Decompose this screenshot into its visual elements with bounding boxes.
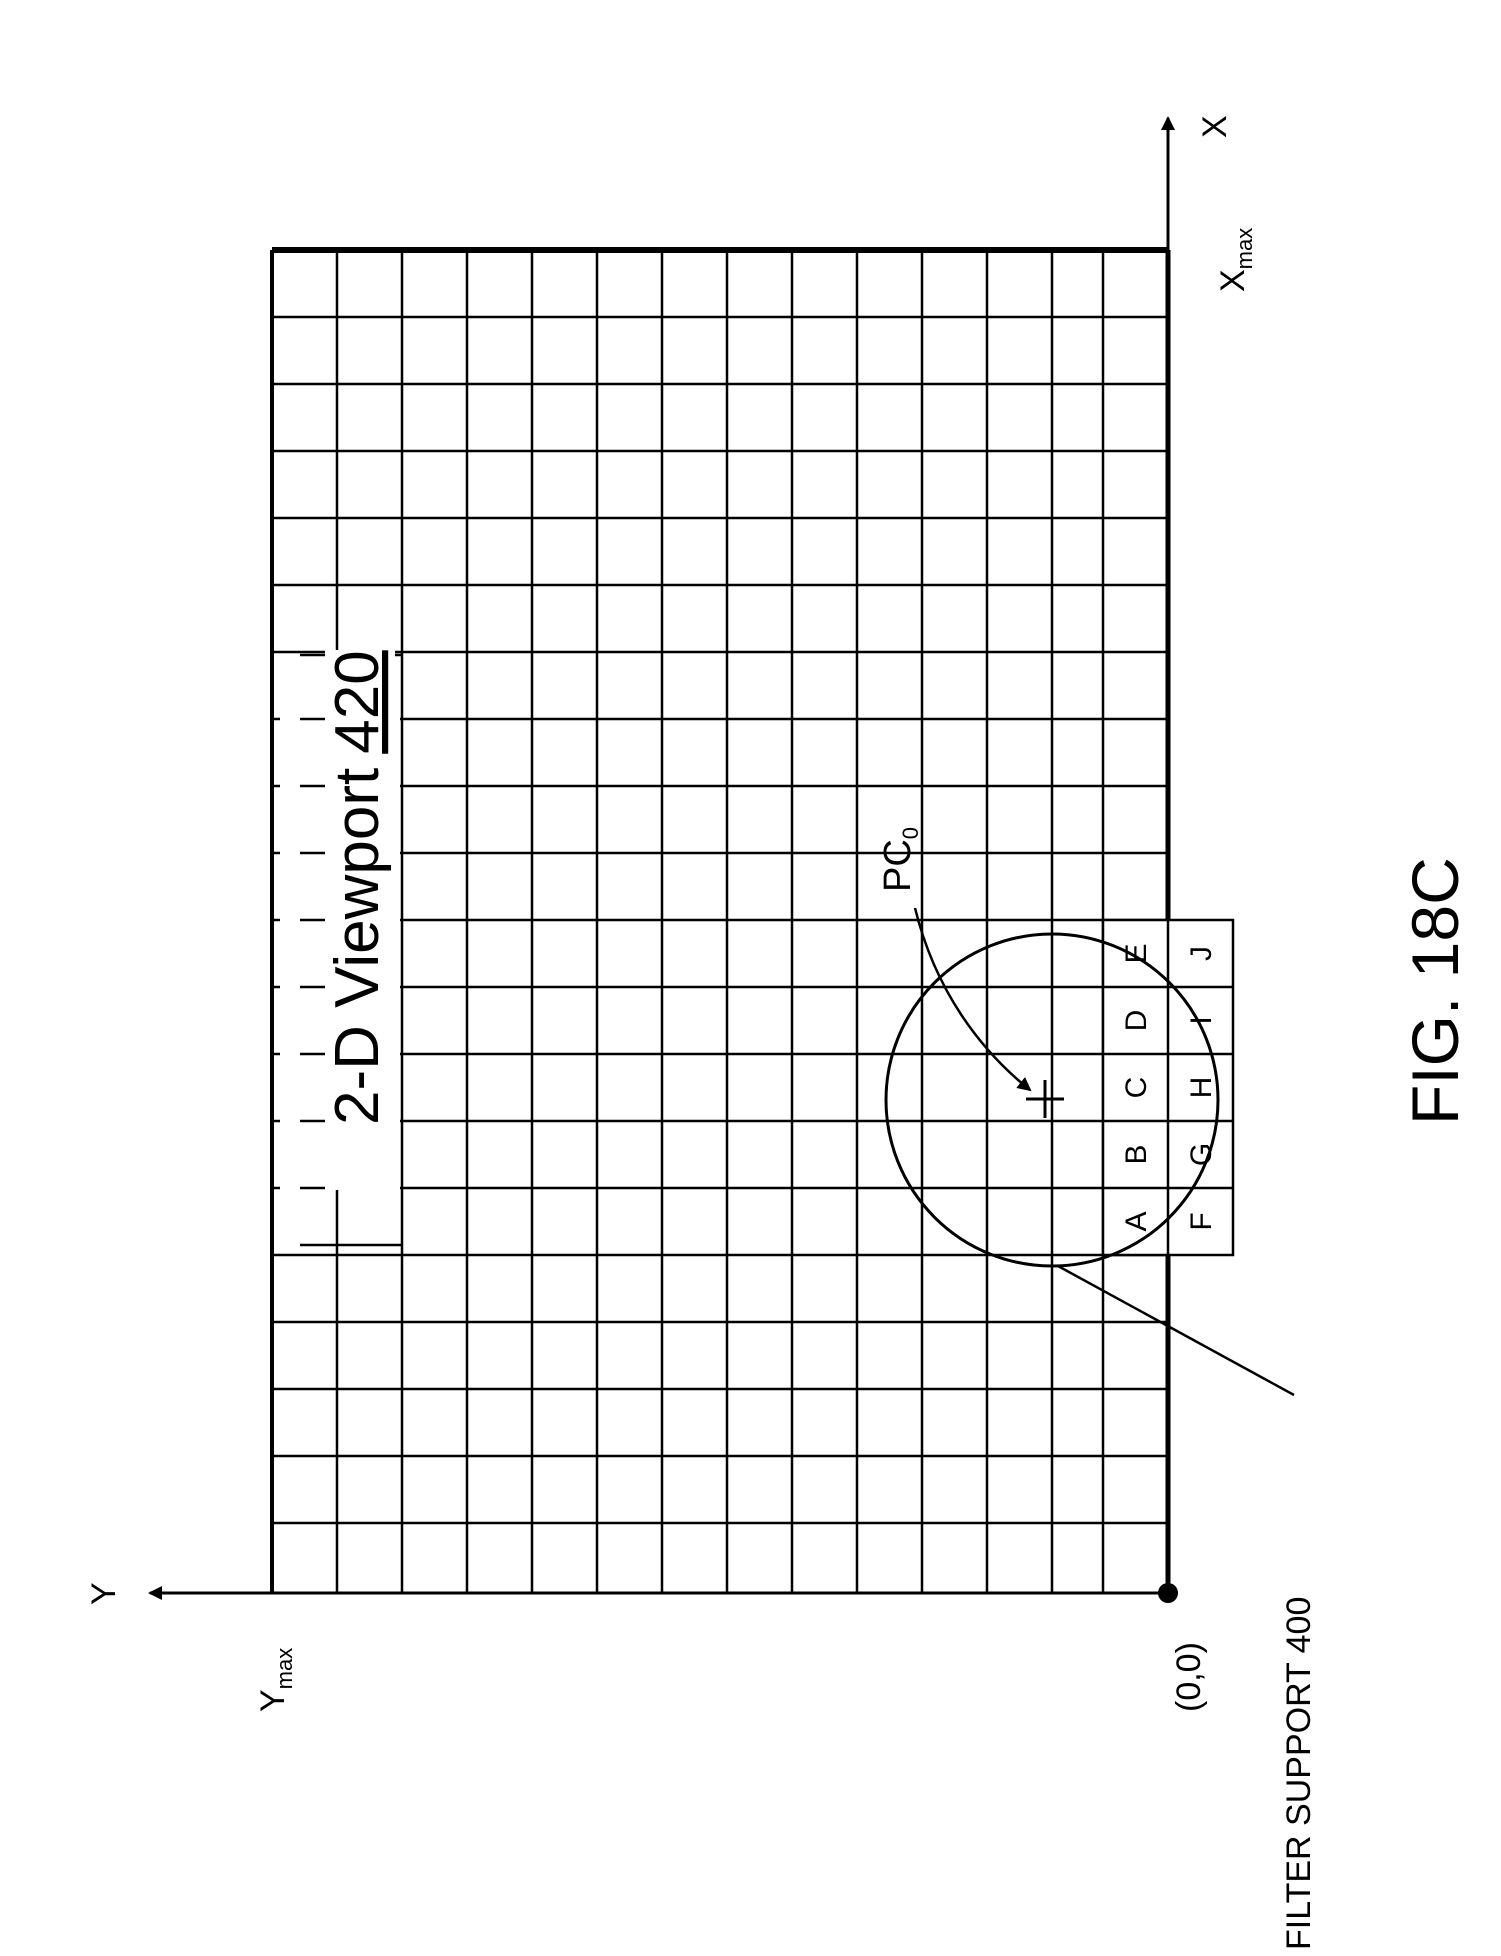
origin-dot: [1158, 1583, 1178, 1603]
pc-leader-arrow: [915, 908, 1030, 1090]
sample-cell-label: H: [1185, 1077, 1218, 1099]
pixel-center-marker: [1026, 1080, 1064, 1118]
xmax-label: Xmax: [1214, 228, 1257, 292]
ymax-label: Ymax: [254, 1648, 297, 1712]
pc-label: PC0: [877, 827, 923, 892]
x-axis-label: X: [1196, 115, 1234, 138]
sample-cell-label: E: [1120, 943, 1153, 963]
origin-label: (0,0): [1170, 1642, 1208, 1712]
filter-support-label: FILTER SUPPORT 400: [1280, 1597, 1318, 1950]
pixel-grid: [272, 250, 1168, 1593]
sample-cell-block: A B C D E F G H I J: [1103, 920, 1233, 1255]
filter-support-leader: [1058, 1266, 1294, 1395]
sample-cell-label: D: [1120, 1010, 1153, 1032]
viewport-label: 2-D Viewport420: [323, 650, 392, 1125]
sample-cell-label: J: [1185, 946, 1218, 961]
sample-cell-label: A: [1120, 1211, 1153, 1231]
sample-cell-label: F: [1185, 1212, 1218, 1230]
figure-title: FIG. 18C: [1398, 857, 1472, 1125]
sample-cell-label: C: [1120, 1077, 1153, 1099]
sample-cell-label: I: [1185, 1016, 1218, 1024]
sample-cell-label: B: [1120, 1144, 1153, 1164]
sample-cell-label: G: [1185, 1143, 1218, 1166]
y-axis-label: Y: [85, 1582, 123, 1605]
